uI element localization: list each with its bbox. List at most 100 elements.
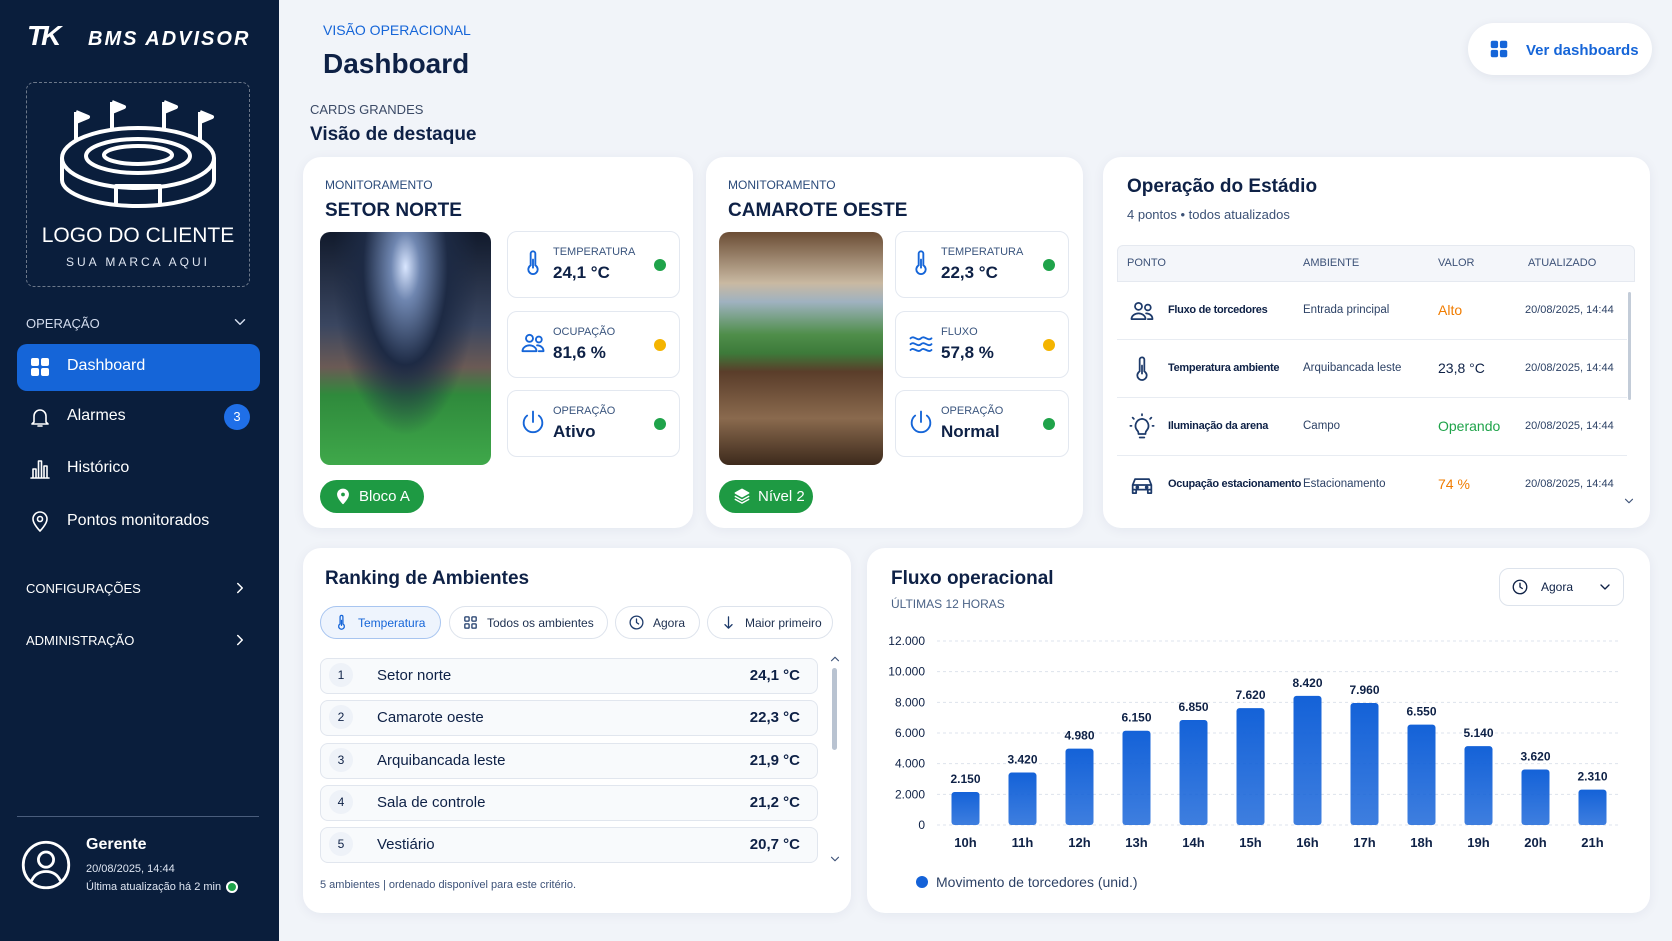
x-tick-label: 20h [1524, 835, 1546, 850]
value-label: 8.420 [1292, 676, 1322, 690]
button-icon-part [1490, 49, 1499, 58]
rank-name: Vestiário [377, 836, 435, 854]
metric-box [895, 390, 1069, 457]
row-icon-part [1131, 478, 1153, 495]
card-title: SETOR NORTE [325, 200, 462, 221]
bar [1407, 724, 1436, 825]
nav-label: Histórico [67, 459, 130, 476]
avatar-part [21, 840, 71, 890]
x-tick-label: 21h [1581, 835, 1603, 850]
button-icon-part [1499, 49, 1508, 58]
button-icon [1488, 38, 1510, 60]
y-tick-label: 0 [918, 818, 925, 832]
metric-icon-part [525, 333, 534, 343]
stadium-logo-part [75, 100, 214, 124]
stadium-logo-part [114, 184, 162, 206]
filter-icon-part [471, 616, 477, 622]
stadium-logo-part [102, 144, 174, 166]
chart-subtitle: ÚLTIMAS 12 HORAS [891, 597, 1005, 611]
rank-row [320, 827, 818, 864]
table-header [1117, 245, 1635, 282]
scroll-down-part [830, 856, 840, 862]
chevron-part [234, 319, 246, 325]
button-icon-part [1499, 40, 1508, 49]
card-title: CAMAROTE OESTE [728, 200, 908, 221]
nav-badge: 3 [224, 404, 250, 430]
rank-name: Arquibancada leste [377, 751, 506, 769]
nav-icon-part [32, 511, 48, 532]
eyebrow: CARDS GRANDES [310, 102, 424, 117]
bar [1065, 748, 1094, 825]
bar [1350, 702, 1379, 825]
row-env: Estacionamento [1303, 478, 1386, 490]
avatar-part [21, 840, 71, 890]
rank-number: 1 [329, 663, 353, 687]
metric-icon-part [915, 250, 927, 275]
card-title: Ranking de Ambientes [325, 568, 530, 589]
period-icon-part [1512, 579, 1528, 595]
rank-row [320, 784, 818, 821]
period-chevron-part [1600, 584, 1610, 590]
legend-label: Movimento de torcedores (unid.) [936, 874, 1138, 890]
row-env: Arquibancada leste [1303, 362, 1402, 374]
bar [1293, 695, 1322, 825]
x-tick-label: 18h [1410, 835, 1432, 850]
stadium-logo-part [60, 100, 216, 208]
metric-value: 57,8 % [941, 343, 994, 362]
metric-value: 81,6 % [553, 343, 606, 362]
row-icon [1128, 413, 1156, 441]
legend-swatch [916, 876, 928, 888]
y-tick-label: 2.000 [895, 787, 925, 801]
card [1103, 157, 1650, 528]
divider [17, 816, 259, 817]
nav-icon-part [30, 460, 50, 479]
nav-label: Alarmes [67, 407, 126, 424]
rank-number: 5 [329, 832, 353, 857]
metric-icon-part [909, 336, 933, 352]
avatar-part [37, 850, 55, 869]
bar [1578, 789, 1607, 825]
row-icon-part [1135, 485, 1140, 490]
row-icon-part [1134, 301, 1143, 311]
tag-icon-part [734, 488, 750, 504]
filter-icon-part [724, 616, 733, 629]
bar [1521, 769, 1550, 825]
tag-label: Bloco A [359, 488, 410, 505]
rank-name: Sala de controle [377, 793, 486, 811]
chart-title: Fluxo operacional [891, 568, 1054, 589]
metric-icon [907, 408, 935, 436]
value-label: 3.620 [1520, 749, 1550, 763]
button[interactable] [1468, 23, 1652, 75]
x-tick-label: 11h [1012, 835, 1034, 850]
tag-icon-part [337, 488, 349, 505]
bar [1464, 746, 1493, 825]
filter-icon-part [338, 614, 345, 630]
rank-number: 3 [329, 747, 353, 772]
nav-icon-part [41, 358, 49, 366]
bar [1236, 708, 1265, 825]
row-icon-part [1144, 485, 1149, 490]
nav-icon [28, 457, 52, 481]
metric-icon-part [909, 336, 933, 352]
y-tick-label: 12.000 [888, 634, 925, 648]
metric-icon-part [522, 410, 544, 434]
nav-item[interactable] [17, 446, 260, 493]
column-header: ATUALIZADO [1528, 257, 1597, 269]
value-label: 7.620 [1235, 688, 1265, 702]
table-row [1117, 340, 1627, 398]
x-tick-label: 16h [1296, 835, 1318, 850]
filter-chip[interactable] [615, 606, 700, 639]
card-subtitle: 4 pontos • todos atualizados [1127, 207, 1290, 222]
nav-item[interactable] [17, 344, 260, 391]
scroll-down [1622, 494, 1636, 508]
row-updated: 20/08/2025, 14:44 [1525, 420, 1614, 432]
scrollbar [1628, 292, 1631, 400]
logo-box [26, 82, 250, 287]
filter-chip[interactable] [449, 606, 608, 639]
scroll-up [828, 652, 842, 666]
row-point: Fluxo de torcedores [1168, 304, 1268, 316]
metric-icon-part [534, 335, 543, 344]
filter-icon-part [629, 615, 644, 630]
row-icon-part [1134, 417, 1150, 439]
bar [1122, 730, 1151, 825]
